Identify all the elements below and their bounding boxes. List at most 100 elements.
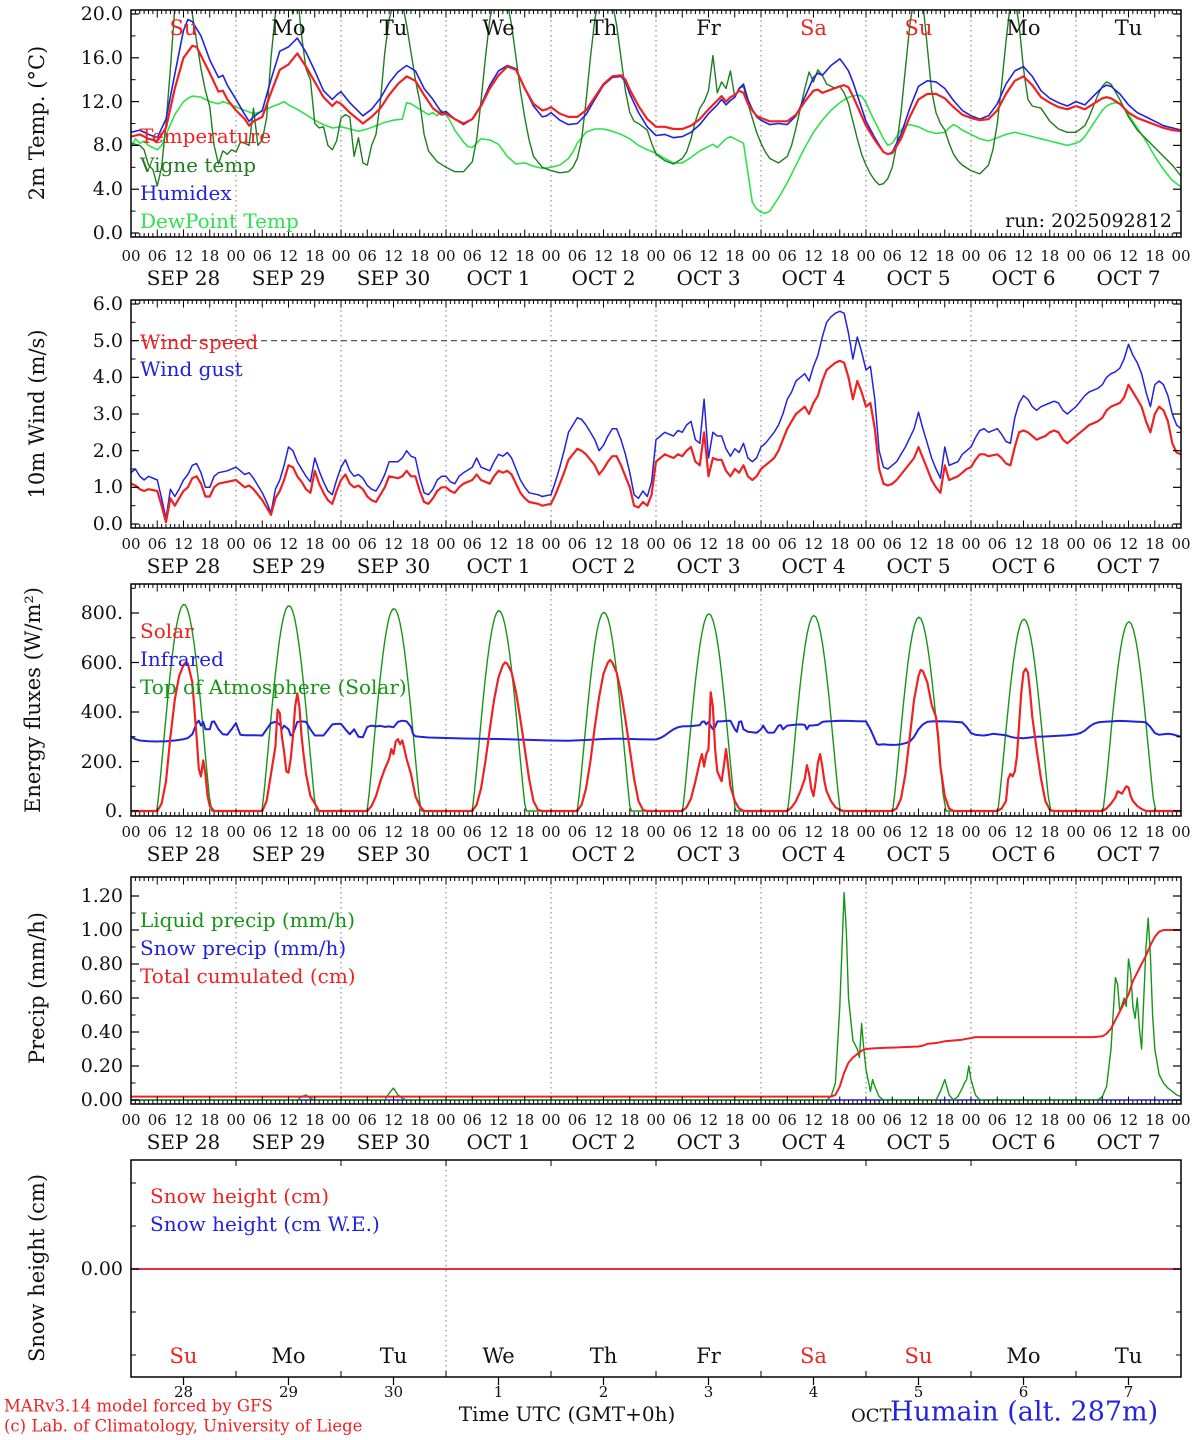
date-label: SEP 29: [251, 842, 326, 866]
hour-tick-label: 06: [357, 535, 377, 553]
day-name-bottom: Tu: [1114, 1344, 1143, 1368]
hour-tick-label: 12: [698, 1111, 719, 1129]
hour-tick-label: 06: [777, 823, 797, 841]
hour-tick-label: 12: [278, 535, 299, 553]
hour-tick-label: 12: [383, 823, 404, 841]
ytick-panel3: 400.: [80, 701, 123, 723]
series-solar: [131, 658, 1181, 813]
hour-tick-label: 18: [725, 823, 745, 841]
hour-tick-label: 00: [856, 247, 876, 265]
date-label: OCT 7: [1096, 554, 1161, 578]
day-name-bottom: Mo: [1006, 1344, 1041, 1368]
date-label: OCT 2: [571, 842, 636, 866]
hour-tick-label: 06: [777, 247, 797, 265]
hour-tick-label: 06: [252, 247, 272, 265]
hour-tick-label: 12: [803, 247, 824, 265]
series-dewpoint-temp: [131, 94, 1181, 215]
ytick-panel2: 5.0: [92, 329, 123, 352]
hour-tick-label: 18: [200, 1111, 220, 1129]
hour-tick-label: 12: [173, 823, 194, 841]
hour-tick-label: 18: [620, 247, 640, 265]
hour-tick-label: 06: [1092, 247, 1112, 265]
hour-tick-label: 12: [908, 247, 929, 265]
date-label: OCT 3: [676, 842, 741, 866]
hour-tick-label: 00: [1066, 1111, 1086, 1129]
date-label: SEP 30: [356, 1130, 431, 1154]
hour-tick-label: 06: [357, 247, 377, 265]
legend-wind-speed: Wind speed: [140, 330, 259, 354]
hour-tick-label: 18: [305, 247, 325, 265]
series-wind-speed: [131, 359, 1181, 524]
hour-tick-label: 00: [751, 247, 771, 265]
hour-tick-label: 18: [515, 1111, 535, 1129]
date-label: OCT 4: [781, 1130, 846, 1154]
ytick-panel2: 6.0: [92, 292, 123, 315]
hour-tick-label: 18: [1145, 535, 1165, 553]
hour-tick-label: 00: [331, 1111, 351, 1129]
date-number-label: 29: [278, 1383, 299, 1401]
hour-tick-label: 12: [1118, 823, 1139, 841]
hour-tick-label: 00: [226, 247, 246, 265]
hour-tick-label: 12: [488, 823, 509, 841]
hour-tick-label: 18: [935, 1111, 955, 1129]
hour-tick-label: 06: [462, 247, 482, 265]
hour-tick-label: 06: [672, 1111, 692, 1129]
hour-tick-label: 06: [147, 535, 167, 553]
hour-tick-label: 00: [856, 535, 876, 553]
hour-tick-label: 12: [803, 1111, 824, 1129]
hour-tick-label: 00: [1066, 823, 1086, 841]
hour-tick-label: 18: [935, 823, 955, 841]
hour-tick-label: 18: [515, 535, 535, 553]
hour-tick-label: 12: [698, 247, 719, 265]
day-name-top: Tu: [379, 16, 408, 40]
hour-tick-label: 18: [725, 247, 745, 265]
hour-tick-label: 12: [908, 1111, 929, 1129]
series-total-cumulated-cm-: [131, 929, 1181, 1098]
date-label: OCT 4: [781, 842, 846, 866]
hour-tick-label: 00: [1066, 247, 1086, 265]
legend-humidex: Humidex: [140, 181, 232, 205]
hour-tick-label: 18: [410, 1111, 430, 1129]
hour-tick-label: 06: [567, 1111, 587, 1129]
hour-tick-label: 00: [121, 247, 141, 265]
panel4-y-axis-title: Precip (mm/h): [25, 911, 49, 1065]
hour-tick-label: 00: [751, 1111, 771, 1129]
hour-tick-label: 18: [1040, 823, 1060, 841]
hour-tick-label: 00: [121, 1111, 141, 1129]
month-label: OCT: [851, 1405, 892, 1427]
date-label: OCT 6: [991, 1130, 1056, 1154]
date-label: OCT 4: [781, 554, 846, 578]
hour-tick-label: 18: [1040, 535, 1060, 553]
hour-tick-label: 18: [1040, 247, 1060, 265]
day-name-bottom: Mo: [271, 1344, 306, 1368]
hour-tick-label: 18: [515, 247, 535, 265]
hour-tick-label: 06: [1092, 823, 1112, 841]
series-wind-gust: [131, 310, 1181, 520]
ytick-panel4: 0.40: [80, 1021, 123, 1043]
hour-tick-label: 12: [1118, 247, 1139, 265]
hour-tick-label: 12: [278, 823, 299, 841]
date-label: OCT 6: [991, 266, 1056, 290]
ytick-panel4: 1.20: [80, 885, 123, 907]
ytick-panel2: 4.0: [92, 366, 123, 389]
ytick-panel3: 0.: [104, 800, 123, 822]
legend-wind-gust: Wind gust: [140, 357, 243, 381]
hour-tick-label: 06: [777, 1111, 797, 1129]
hour-tick-label: 06: [252, 823, 272, 841]
ytick-panel4: 1.00: [80, 919, 123, 941]
hour-tick-label: 18: [200, 823, 220, 841]
hour-tick-label: 18: [305, 535, 325, 553]
panel3-y-axis-title: Energy fluxes (W/m²): [21, 587, 45, 813]
hour-tick-label: 00: [331, 247, 351, 265]
hour-tick-label: 18: [1145, 247, 1165, 265]
hour-tick-label: 18: [620, 1111, 640, 1129]
day-name-bottom: We: [482, 1344, 515, 1368]
hour-tick-label: 18: [1145, 823, 1165, 841]
hour-tick-label: 00: [961, 1111, 981, 1129]
day-name-top: Tu: [1114, 16, 1143, 40]
ytick-panel1: 20.0: [80, 3, 123, 25]
hour-tick-label: 00: [646, 823, 666, 841]
hour-tick-label: 06: [672, 247, 692, 265]
hour-tick-label: 18: [725, 1111, 745, 1129]
hour-tick-label: 06: [672, 823, 692, 841]
